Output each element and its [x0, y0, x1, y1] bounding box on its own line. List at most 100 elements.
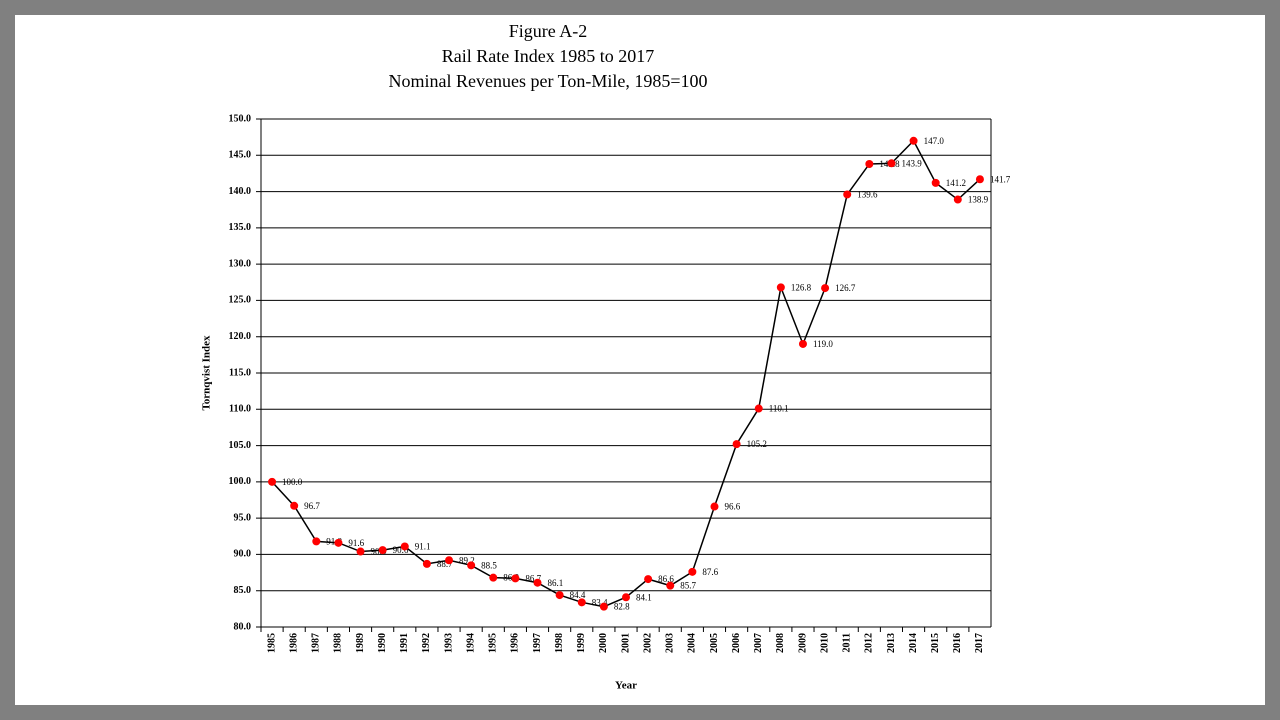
marker	[975, 175, 984, 184]
x-tick-label: 1999	[576, 633, 587, 653]
data-label: 126.7	[835, 283, 856, 293]
data-label: 147.0	[924, 136, 945, 146]
marker	[666, 581, 675, 590]
marker	[599, 602, 608, 611]
data-label: 91.1	[415, 542, 431, 552]
x-tick-label: 2006	[731, 633, 742, 653]
y-tick-label: 150.0	[229, 113, 252, 124]
marker	[865, 159, 874, 168]
marker	[290, 501, 299, 510]
x-tick-label: 1988	[333, 633, 344, 653]
y-tick-label: 85.0	[234, 585, 252, 596]
data-label: 86.6	[658, 574, 674, 584]
data-label: 85.7	[680, 581, 696, 591]
data-label: 88.7	[437, 559, 453, 569]
data-label: 90.4	[371, 547, 387, 557]
chart-title: Rail Rate Index 1985 to 2017	[442, 46, 654, 66]
x-tick-label: 2010	[819, 633, 830, 653]
data-label: 83.4	[592, 597, 608, 607]
marker	[798, 339, 807, 348]
marker	[400, 542, 409, 551]
x-tick-label: 2017	[974, 633, 985, 653]
chart-title: Nominal Revenues per Ton-Mile, 1985=100	[388, 71, 707, 91]
data-label: 88.5	[481, 560, 497, 570]
marker	[821, 284, 830, 293]
marker	[776, 283, 785, 292]
marker	[356, 547, 365, 556]
data-label: 138.9	[968, 195, 989, 205]
y-axis-label: Tornqvist Index	[201, 335, 213, 411]
data-label: 141.7	[990, 174, 1011, 184]
x-tick-label: 2007	[753, 633, 764, 653]
x-tick-label: 2016	[952, 633, 963, 653]
data-label: 110.1	[769, 404, 789, 414]
marker	[378, 546, 387, 555]
x-tick-label: 2004	[687, 633, 698, 653]
chart-title: Figure A-2	[509, 21, 588, 41]
data-label: 82.8	[614, 602, 630, 612]
data-label: 119.0	[813, 339, 833, 349]
marker	[489, 573, 498, 582]
marker	[268, 477, 277, 486]
x-tick-label: 1986	[288, 633, 299, 653]
marker	[644, 575, 653, 584]
x-tick-label: 2009	[797, 633, 808, 653]
marker	[931, 178, 940, 187]
y-tick-label: 125.0	[229, 295, 252, 306]
marker	[533, 578, 542, 587]
x-tick-label: 1996	[510, 633, 521, 653]
marker	[909, 136, 918, 145]
marker	[887, 159, 896, 168]
data-label: 91.8	[326, 536, 342, 546]
data-label: 126.8	[791, 282, 812, 292]
y-tick-label: 110.0	[229, 404, 251, 415]
data-label: 86.8	[503, 573, 519, 583]
marker	[445, 556, 454, 565]
x-tick-label: 2013	[886, 633, 897, 653]
y-tick-label: 105.0	[229, 440, 252, 451]
marker	[710, 502, 719, 511]
x-tick-label: 2008	[775, 633, 786, 653]
x-tick-label: 1997	[532, 633, 543, 653]
y-tick-label: 145.0	[229, 150, 252, 161]
y-tick-label: 130.0	[229, 258, 252, 269]
data-label: 90.6	[393, 545, 409, 555]
marker	[622, 593, 630, 602]
data-label: 96.6	[724, 502, 740, 512]
x-tick-label: 1994	[465, 633, 476, 653]
data-label: 84.4	[570, 590, 586, 600]
x-tick-label: 2012	[864, 633, 875, 653]
data-label: 84.1	[636, 592, 652, 602]
data-label: 141.2	[946, 178, 966, 188]
y-tick-label: 140.0	[229, 186, 252, 197]
x-tick-label: 2014	[908, 633, 919, 653]
x-tick-label: 1987	[311, 633, 322, 653]
x-tick-label: 1985	[266, 633, 277, 653]
marker	[312, 537, 321, 546]
marker	[577, 598, 586, 607]
data-label: 89.2	[459, 555, 475, 565]
data-label: 87.6	[702, 567, 718, 577]
data-label: 91.6	[348, 538, 364, 548]
x-tick-label: 2011	[842, 633, 853, 652]
marker	[843, 190, 852, 199]
x-tick-label: 2003	[665, 633, 676, 653]
x-axis-label: Year	[615, 680, 637, 692]
data-label: 100.0	[282, 477, 303, 487]
x-tick-label: 1995	[488, 633, 499, 653]
marker	[688, 567, 697, 576]
data-label: 143.9	[901, 158, 922, 168]
x-tick-label: 2002	[642, 633, 653, 653]
marker	[334, 538, 343, 547]
data-label: 96.7	[304, 501, 320, 511]
x-tick-label: 1990	[377, 633, 388, 653]
x-tick-label: 2005	[709, 633, 720, 653]
y-tick-label: 120.0	[229, 331, 252, 342]
data-label: 139.6	[857, 190, 878, 200]
marker	[467, 561, 476, 570]
x-tick-label: 2015	[930, 633, 941, 653]
y-tick-label: 90.0	[234, 549, 252, 560]
marker	[422, 559, 431, 568]
x-tick-label: 1993	[443, 633, 454, 653]
